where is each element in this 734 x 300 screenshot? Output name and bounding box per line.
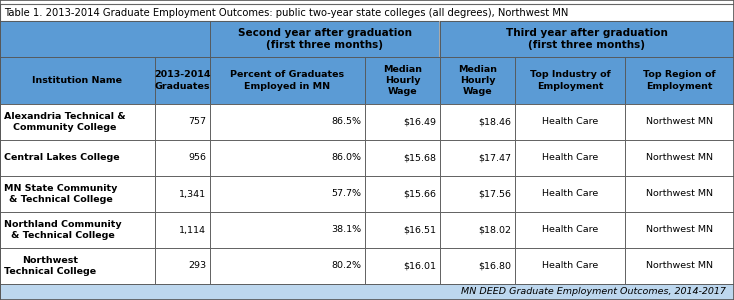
Text: 1,341: 1,341 [179,190,206,199]
Text: $15.68: $15.68 [403,154,436,163]
Bar [155,176,210,212]
Bar [0,176,155,212]
Text: Health Care: Health Care [542,190,598,199]
Text: Health Care: Health Care [542,226,598,235]
Bar [365,140,440,176]
Text: $16.01: $16.01 [403,262,436,271]
Text: Northwest MN: Northwest MN [646,118,713,127]
Text: 86.0%: 86.0% [331,154,361,163]
Text: Health Care: Health Care [542,118,598,127]
Text: Northwest MN: Northwest MN [646,262,713,271]
Bar [440,248,515,284]
Text: $16.80: $16.80 [478,262,511,271]
Bar [439,21,440,57]
Text: $17.56: $17.56 [478,190,511,199]
Bar [515,140,625,176]
Text: $16.49: $16.49 [403,118,436,127]
Text: 293: 293 [188,262,206,271]
Text: Table 1. 2013-2014 Graduate Employment Outcomes: public two-year state colleges : Table 1. 2013-2014 Graduate Employment O… [4,8,568,17]
Bar [515,104,625,140]
Bar [0,212,155,248]
Bar [515,212,625,248]
Bar [365,104,440,140]
Bar [365,176,440,212]
Bar [210,21,440,57]
Text: 80.2%: 80.2% [331,262,361,271]
Bar [155,104,210,140]
Bar [625,104,734,140]
Bar [365,212,440,248]
Text: 86.5%: 86.5% [331,118,361,127]
Text: Third year after graduation
(first three months): Third year after graduation (first three… [506,28,668,50]
Text: Top Region of
Employment: Top Region of Employment [643,70,716,91]
Text: 38.1%: 38.1% [331,226,361,235]
Text: MN DEED Graduate Employment Outcomes, 2014-2017: MN DEED Graduate Employment Outcomes, 20… [461,287,726,296]
Bar [155,212,210,248]
Text: Northwest MN: Northwest MN [646,154,713,163]
Bar [0,104,155,140]
Bar [0,57,155,104]
Bar [0,21,210,57]
Text: Northland Community
& Technical College: Northland Community & Technical College [4,220,122,240]
Bar [440,104,515,140]
Bar [365,57,440,104]
Text: 57.7%: 57.7% [331,190,361,199]
Text: MN State Community
& Technical College: MN State Community & Technical College [4,184,117,204]
Text: Central Lakes College: Central Lakes College [4,154,120,163]
Bar [0,4,734,21]
Bar [365,248,440,284]
Bar [210,248,365,284]
Bar [210,104,365,140]
Text: Health Care: Health Care [542,262,598,271]
Bar [155,248,210,284]
Bar [440,57,515,104]
Bar [0,140,155,176]
Text: Northwest MN: Northwest MN [646,190,713,199]
Text: $18.02: $18.02 [478,226,511,235]
Bar [440,212,515,248]
Text: Median
Hourly
Wage: Median Hourly Wage [383,65,422,96]
Bar [625,248,734,284]
Bar [155,57,210,104]
Text: Alexandria Technical &
Community College: Alexandria Technical & Community College [4,112,126,132]
Bar [210,140,365,176]
Bar [440,140,515,176]
Bar [515,248,625,284]
Bar [210,212,365,248]
Bar [515,176,625,212]
Text: 2013-2014
Graduates: 2013-2014 Graduates [154,70,211,91]
Bar [625,212,734,248]
Text: Median
Hourly
Wage: Median Hourly Wage [458,65,497,96]
Bar [625,176,734,212]
Text: Institution Name: Institution Name [32,76,123,85]
Bar [625,57,734,104]
Bar [210,57,365,104]
Text: Top Industry of
Employment: Top Industry of Employment [530,70,611,91]
Bar [210,176,365,212]
Bar [440,176,515,212]
Bar [155,140,210,176]
Bar [515,57,625,104]
Text: $15.66: $15.66 [403,190,436,199]
Text: $17.47: $17.47 [478,154,511,163]
Text: Second year after graduation
(first three months): Second year after graduation (first thre… [238,28,412,50]
Bar [0,248,155,284]
Text: 757: 757 [188,118,206,127]
Text: Health Care: Health Care [542,154,598,163]
Text: Northwest MN: Northwest MN [646,226,713,235]
Text: Percent of Graduates
Employed in MN: Percent of Graduates Employed in MN [230,70,344,91]
Text: Northwest
Technical College: Northwest Technical College [4,256,96,276]
Text: $16.51: $16.51 [403,226,436,235]
Bar [440,21,734,57]
Bar [0,284,734,300]
Text: 1,114: 1,114 [179,226,206,235]
Text: 956: 956 [188,154,206,163]
Text: $18.46: $18.46 [478,118,511,127]
Bar [625,140,734,176]
